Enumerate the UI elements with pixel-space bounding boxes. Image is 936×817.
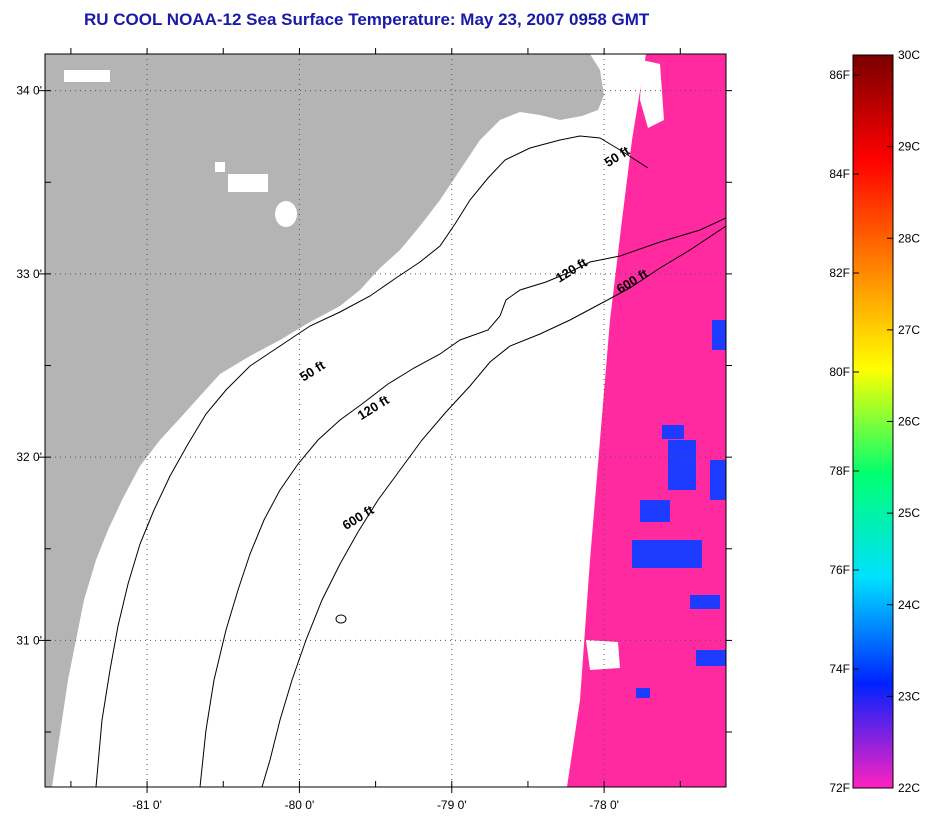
lon-tick-label: -81 0' <box>132 798 162 812</box>
lat-tick-label: 32 0' <box>16 450 42 464</box>
lat-tick-label: 34 0' <box>16 84 42 98</box>
axis-tick-labels: -81 0' -80 0' -79 0' -78 0' 34 0' 33 0' 32 0' 3… <box>16 84 619 812</box>
colorbar-f-label: 76F <box>829 563 850 577</box>
cloud-patch <box>640 60 664 128</box>
inland-lakes <box>64 70 297 227</box>
lon-tick-label: -78 0' <box>589 798 619 812</box>
colorbar-f-label: 72F <box>829 781 850 795</box>
colorbar-f-label: 84F <box>829 167 850 181</box>
lat-lon-grid <box>45 54 726 787</box>
cloud-patch <box>586 640 620 670</box>
colorbar-f-label: 78F <box>829 464 850 478</box>
cool-water-patches <box>632 320 726 698</box>
colorbar-celsius-labels: 30C 29C 28C 27C 26C 25C 24C 23C 22C <box>887 48 920 795</box>
colorbar-fahrenheit-labels: 86F 84F 82F 80F 78F 76F 74F 72F <box>829 68 859 795</box>
colorbar-f-label: 74F <box>829 662 850 676</box>
lat-tick-label: 33 0' <box>16 267 42 281</box>
colorbar-c-label: 23C <box>898 689 920 703</box>
colorbar-f-label: 82F <box>829 266 850 280</box>
colorbar-c-label: 27C <box>898 323 920 337</box>
lon-tick-label: -79 0' <box>437 798 467 812</box>
lon-tick-label: -80 0' <box>285 798 315 812</box>
contour-50ft <box>95 135 649 787</box>
colorbar-c-label: 30C <box>898 48 920 62</box>
colorbar <box>852 54 894 789</box>
colorbar-c-label: 22C <box>898 781 920 795</box>
map-title: RU COOL NOAA-12 Sea Surface Temperature:… <box>84 10 650 29</box>
coastline-land <box>45 54 604 787</box>
contour-seamount <box>335 614 347 624</box>
axis-ticks <box>39 48 732 793</box>
colorbar-c-label: 25C <box>898 506 920 520</box>
colorbar-f-label: 80F <box>829 365 850 379</box>
colorbar-c-label: 26C <box>898 415 920 429</box>
contour-600ft <box>261 225 726 787</box>
contour-120ft <box>199 217 726 787</box>
lat-tick-label: 31 0' <box>16 633 42 647</box>
colorbar-c-label: 24C <box>898 598 920 612</box>
sst-swath <box>567 54 726 787</box>
colorbar-f-label: 86F <box>829 68 850 82</box>
colorbar-c-label: 28C <box>898 231 920 245</box>
colorbar-c-label: 29C <box>898 140 920 154</box>
map-frame <box>44 53 727 788</box>
